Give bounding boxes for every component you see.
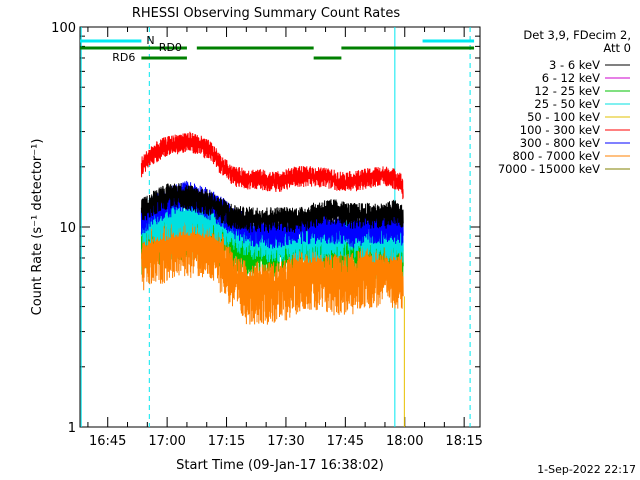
- x-tick-label: 17:45: [327, 434, 364, 449]
- series-line: [140, 183, 404, 233]
- x-tick-label: 18:15: [445, 434, 482, 449]
- legend-label: 800 - 7000 keV: [512, 149, 600, 163]
- legend-label: 12 - 25 keV: [534, 84, 600, 98]
- flag-label: N: [146, 34, 154, 47]
- footer-timestamp: 1-Sep-2022 22:17: [537, 463, 636, 476]
- legend-label: 300 - 800 keV: [520, 136, 600, 150]
- y-tick-label: 100: [51, 21, 76, 36]
- x-tick-label: 17:00: [148, 434, 185, 449]
- legend-label: 25 - 50 keV: [534, 97, 600, 111]
- series-line: [140, 215, 404, 325]
- x-axis-label: Start Time (09-Jan-17 16:38:02): [176, 458, 384, 473]
- x-tick-label: 18:00: [386, 434, 423, 449]
- legend-header-line-1: Det 3,9, FDecim 2,: [523, 28, 631, 42]
- legend-header-line-2: Att 0: [603, 41, 631, 55]
- y-axis-label: Count Rate (s⁻¹ detector⁻¹): [30, 139, 45, 316]
- chart-title: RHESSI Observing Summary Count Rates: [132, 6, 401, 21]
- legend-label: 7000 - 15000 keV: [498, 162, 600, 176]
- x-tick-label: 16:45: [89, 434, 126, 449]
- plot-area: 1 10 100 16:45 17:00 17:15 17:30 17:45 18:00 18:1…: [51, 21, 483, 449]
- flag-label: RD0: [159, 41, 182, 54]
- series-line: [140, 131, 404, 200]
- legend-label: 100 - 300 keV: [520, 123, 600, 137]
- flag-label: RD6: [112, 51, 135, 64]
- x-tick-label: 17:15: [208, 434, 245, 449]
- legend-label: 3 - 6 keV: [549, 58, 600, 72]
- x-tick-label: 17:30: [267, 434, 304, 449]
- legend-label: 50 - 100 keV: [527, 110, 600, 124]
- y-tick-label: 1: [68, 421, 76, 436]
- legend-label: 6 - 12 keV: [542, 71, 600, 85]
- y-tick-label: 10: [59, 221, 76, 236]
